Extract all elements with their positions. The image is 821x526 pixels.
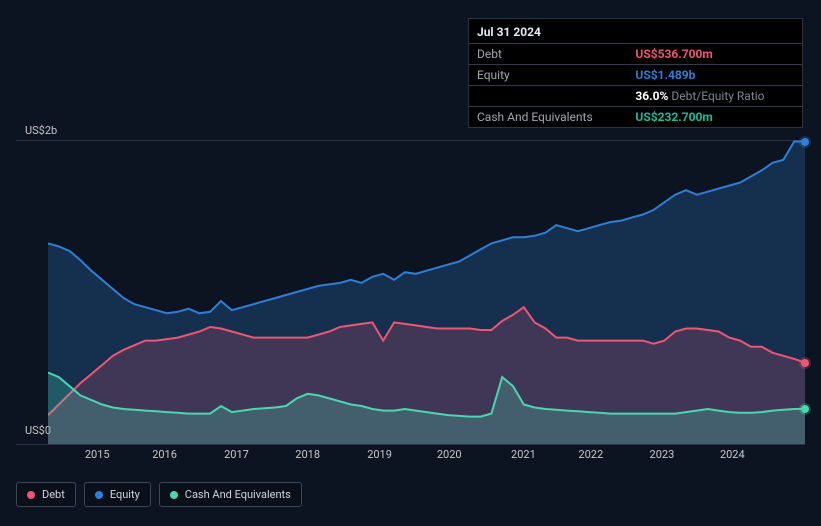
tooltip-title: Jul 31 2024 <box>469 19 802 43</box>
tooltip-row-label: Debt <box>469 44 627 65</box>
tooltip-table: DebtUS$536.700mEquityUS$1.489b36.0% Debt… <box>469 43 802 127</box>
x-tick: 2019 <box>367 448 392 461</box>
x-axis: 2015 2016 2017 2018 2019 2020 2021 2022 2023 2024 <box>48 448 805 468</box>
end-dot-cash-and-equivalents <box>801 405 809 413</box>
legend-item-equity[interactable]: Equity <box>84 482 151 507</box>
chart-plot-area[interactable] <box>48 140 805 444</box>
chart-tooltip: Jul 31 2024 DebtUS$536.700mEquityUS$1.48… <box>468 18 803 128</box>
chart-container: { "chart": { "type": "area", "background… <box>0 0 821 526</box>
end-dot-debt <box>801 359 809 367</box>
gridline-bottom <box>16 444 805 445</box>
legend-label: Cash And Equivalents <box>185 488 291 501</box>
legend-swatch <box>170 491 178 499</box>
legend-item-cash-and-equivalents[interactable]: Cash And Equivalents <box>159 482 302 507</box>
x-tick: 2015 <box>85 448 110 461</box>
x-tick: 2021 <box>511 448 536 461</box>
chart-svg <box>48 140 805 444</box>
x-tick: 2024 <box>720 448 745 461</box>
end-dot-equity <box>801 138 809 146</box>
tooltip-row-label <box>469 86 627 107</box>
x-tick: 2016 <box>152 448 177 461</box>
legend-swatch <box>95 491 103 499</box>
x-tick: 2020 <box>437 448 462 461</box>
x-tick: 2017 <box>224 448 249 461</box>
x-tick: 2023 <box>650 448 675 461</box>
legend-swatch <box>27 491 35 499</box>
tooltip-row-value: 36.0% Debt/Equity Ratio <box>627 86 802 107</box>
tooltip-row-label: Cash And Equivalents <box>469 107 627 128</box>
x-tick: 2018 <box>295 448 320 461</box>
tooltip-row-value: US$536.700m <box>627 44 802 65</box>
legend-label: Equity <box>110 488 140 501</box>
y-label-max: US$2b <box>25 124 57 137</box>
tooltip-row-label: Equity <box>469 65 627 86</box>
x-tick: 2022 <box>578 448 603 461</box>
legend-label: Debt <box>42 488 65 501</box>
legend-item-debt[interactable]: Debt <box>16 482 76 507</box>
tooltip-row-value: US$232.700m <box>627 107 802 128</box>
chart-legend: Debt Equity Cash And Equivalents <box>16 482 302 507</box>
tooltip-row-value: US$1.489b <box>627 65 802 86</box>
